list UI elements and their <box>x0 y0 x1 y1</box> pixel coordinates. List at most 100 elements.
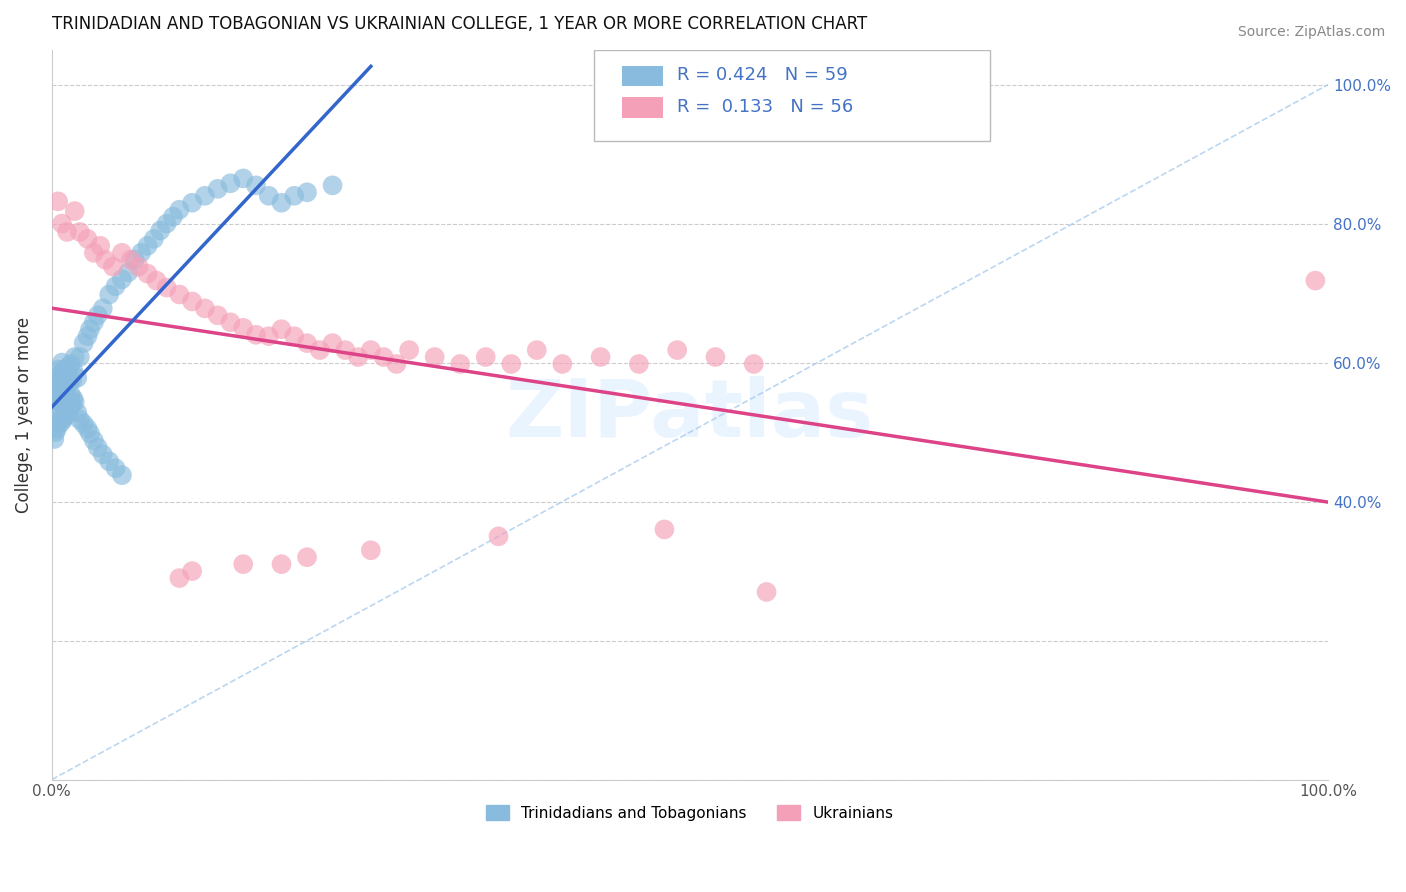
Point <box>89 239 111 253</box>
Text: R = 0.424   N = 59: R = 0.424 N = 59 <box>678 66 848 85</box>
Point <box>48 384 70 399</box>
Point <box>53 384 76 398</box>
Point <box>51 391 73 405</box>
Text: TRINIDADIAN AND TOBAGONIAN VS UKRAINIAN COLLEGE, 1 YEAR OR MORE CORRELATION CHAR: TRINIDADIAN AND TOBAGONIAN VS UKRAINIAN … <box>52 15 868 33</box>
Point <box>704 350 727 364</box>
Point <box>589 350 612 364</box>
Point <box>219 176 242 190</box>
Point <box>59 401 82 415</box>
Point <box>52 375 75 389</box>
Point <box>49 374 72 388</box>
Text: ZIPatlas: ZIPatlas <box>506 376 875 454</box>
Point <box>60 374 83 388</box>
Point <box>83 245 105 260</box>
Point <box>742 357 765 371</box>
Point <box>347 350 370 364</box>
Point <box>1305 274 1327 288</box>
Point <box>295 186 318 200</box>
Point <box>55 375 77 389</box>
Point <box>101 260 124 274</box>
Point <box>207 309 229 323</box>
Point <box>257 329 280 343</box>
Point <box>91 301 114 316</box>
Point <box>49 367 72 381</box>
Point <box>62 364 84 378</box>
Point <box>45 422 67 436</box>
Point <box>86 441 108 455</box>
Point <box>526 343 548 357</box>
Point <box>295 550 318 565</box>
Point <box>124 252 146 267</box>
Bar <box>623 97 664 118</box>
Point <box>45 382 67 396</box>
Point <box>169 571 191 585</box>
Point <box>449 357 471 371</box>
Point <box>232 557 254 571</box>
Point <box>83 434 105 448</box>
Point <box>257 188 280 202</box>
Point <box>111 245 134 260</box>
Point <box>194 301 217 316</box>
Point <box>117 265 139 279</box>
Point <box>423 350 446 364</box>
Point <box>59 374 82 388</box>
Point <box>59 357 82 371</box>
Point <box>69 412 91 426</box>
Point <box>51 217 73 231</box>
Point <box>69 225 91 239</box>
Point <box>98 287 121 301</box>
Point <box>56 399 79 413</box>
Point <box>44 380 66 394</box>
Point <box>45 387 67 401</box>
Point <box>76 422 98 436</box>
Point <box>69 350 91 364</box>
Point <box>373 350 395 364</box>
Point <box>46 415 69 429</box>
Point <box>55 409 77 423</box>
Point <box>58 359 80 374</box>
Point <box>83 315 105 329</box>
Point <box>194 188 217 202</box>
Text: R =  0.133   N = 56: R = 0.133 N = 56 <box>678 98 853 116</box>
Point <box>149 223 172 237</box>
Point <box>56 377 79 392</box>
Point <box>52 412 75 426</box>
Point <box>44 432 66 446</box>
Point <box>551 357 574 371</box>
Point <box>169 287 191 301</box>
Point <box>53 362 76 376</box>
Point <box>73 336 96 351</box>
Point <box>63 350 86 364</box>
Point <box>627 357 650 371</box>
Point <box>63 395 86 409</box>
Point <box>169 202 191 217</box>
Point <box>474 350 496 364</box>
Point <box>45 425 67 439</box>
Point <box>156 280 179 294</box>
Point <box>181 195 204 210</box>
Point <box>51 355 73 369</box>
Point <box>219 315 242 329</box>
Point <box>207 182 229 196</box>
Point <box>66 371 89 385</box>
Point <box>162 210 184 224</box>
Point <box>48 409 70 423</box>
Point <box>94 252 117 267</box>
Point <box>48 377 70 392</box>
Point <box>145 274 167 288</box>
Point <box>295 336 318 351</box>
Point <box>270 557 292 571</box>
Point <box>56 225 79 239</box>
Point <box>76 329 98 343</box>
Text: Source: ZipAtlas.com: Source: ZipAtlas.com <box>1237 25 1385 39</box>
Point <box>53 402 76 417</box>
Point <box>666 343 689 357</box>
Point <box>56 371 79 385</box>
Point <box>60 397 83 411</box>
Point <box>360 343 382 357</box>
Point <box>360 543 382 558</box>
Point <box>181 294 204 309</box>
Point <box>270 322 292 336</box>
Point <box>86 309 108 323</box>
Point <box>136 239 159 253</box>
